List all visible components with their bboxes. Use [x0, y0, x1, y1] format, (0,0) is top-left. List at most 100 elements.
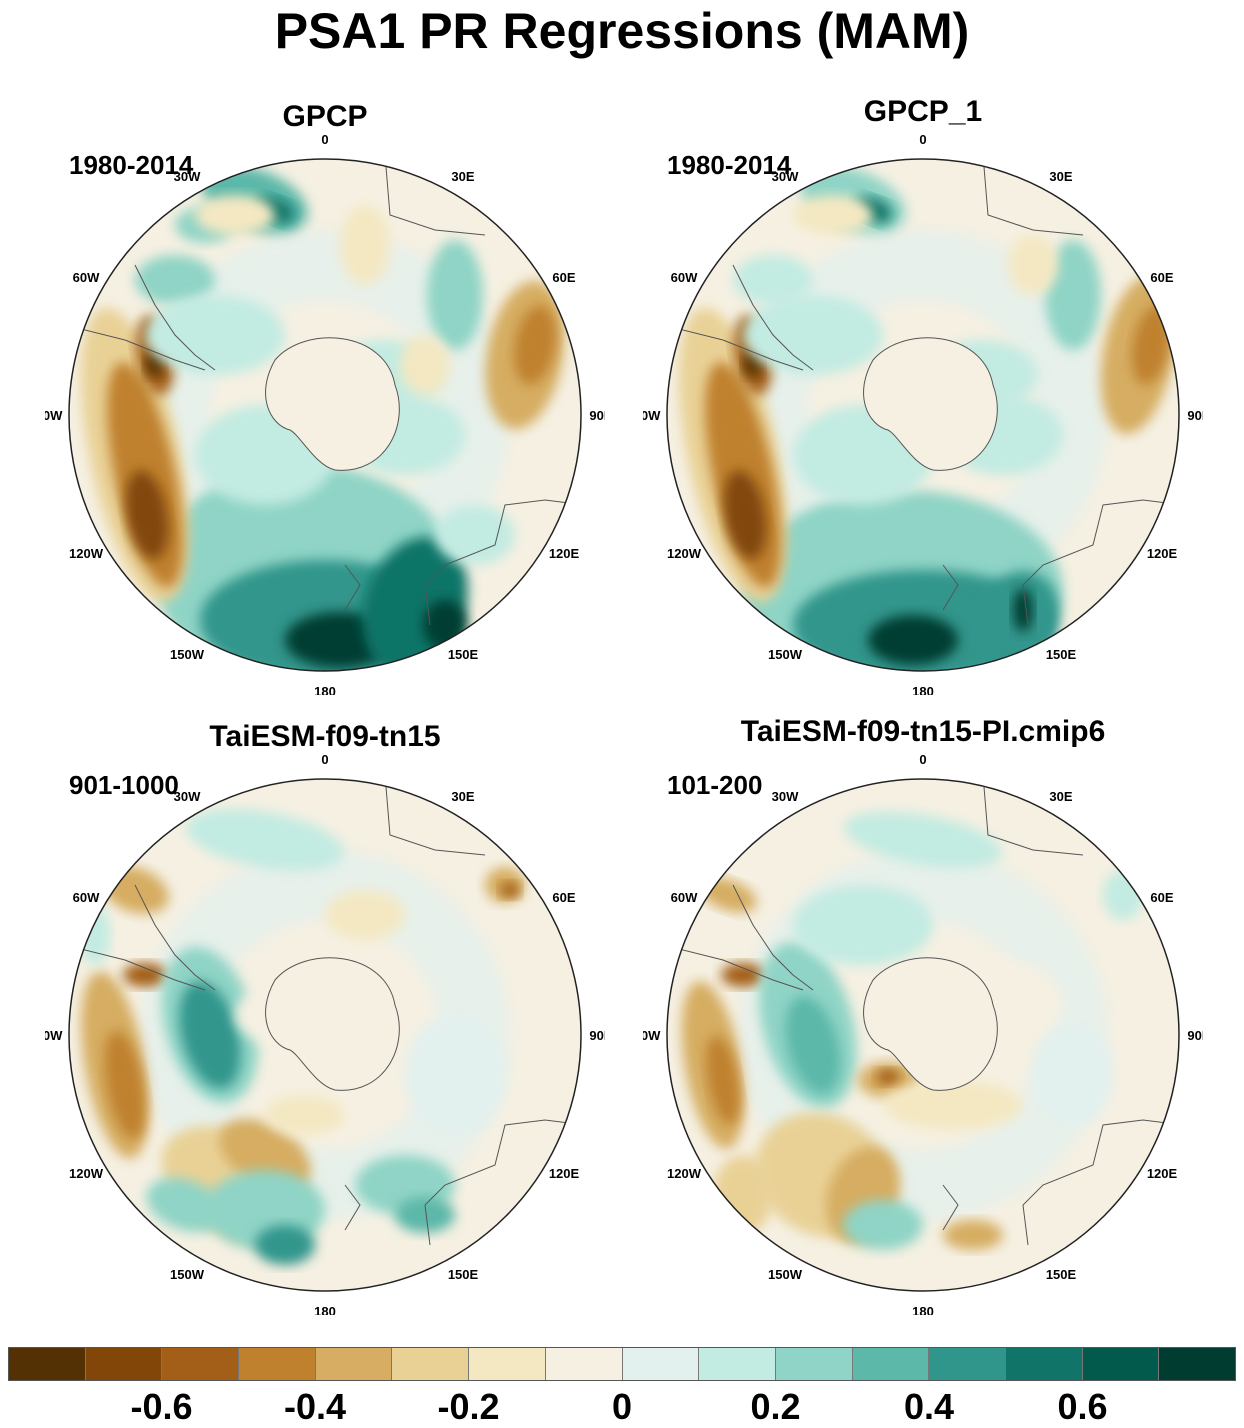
- longitude-label: 120W: [69, 546, 104, 561]
- coastline: [424, 1119, 581, 1246]
- anomaly-blob: [146, 1177, 224, 1233]
- longitude-label: 90W: [643, 1028, 661, 1043]
- panel-taiesm: TaiESM-f09-tn15 901-1000 0 30E 60E 90E 120E 1…: [45, 715, 605, 1315]
- colorbar-box: [929, 1348, 1006, 1380]
- colorbar: [8, 1347, 1236, 1381]
- colorbar-tick-label: -0.4: [283, 1386, 347, 1427]
- anomaly-blob: [743, 295, 883, 375]
- anomaly-blob: [255, 1225, 315, 1265]
- map-field: [69, 779, 581, 1291]
- coastline: [982, 159, 1084, 236]
- polar-map: 0 30E 60E 90E 120E 150E 180 150W 120W 90W 60W 30W: [45, 752, 605, 1315]
- coastline: [344, 564, 361, 611]
- longitude-label: 120W: [667, 546, 702, 561]
- longitude-label: 30W: [772, 789, 799, 804]
- panel-period: 101-200: [667, 770, 763, 800]
- map-field: [69, 159, 581, 671]
- anomaly-blob: [340, 205, 390, 285]
- colorbar-box: [85, 1348, 163, 1380]
- anomaly-blob: [793, 885, 933, 965]
- longitude-label: 30E: [451, 789, 474, 804]
- longitude-label: 150W: [768, 647, 803, 662]
- anomaly-blob: [427, 240, 483, 350]
- anomaly-blob: [943, 1220, 1003, 1250]
- coastline: [942, 1184, 959, 1231]
- coastline: [667, 944, 804, 991]
- colorbar-tick-label: -0.6: [130, 1386, 193, 1427]
- anomaly-blob: [80, 905, 110, 965]
- longitude-label: 150E: [448, 1267, 479, 1282]
- anomaly-blob: [733, 255, 813, 305]
- main-title: PSA1 PR Regressions (MAM): [274, 3, 970, 59]
- colorbar-box: [775, 1348, 853, 1380]
- coastline: [667, 324, 804, 371]
- coastline: [69, 944, 206, 991]
- longitude-label: 150W: [170, 647, 205, 662]
- colorbar-tick-label: -0.2: [437, 1386, 500, 1427]
- anomaly-blob: [400, 335, 450, 395]
- coastline: [384, 159, 486, 236]
- longitude-label: 30W: [174, 169, 201, 184]
- longitude-label: 60W: [671, 890, 698, 905]
- polar-map: 0 30E 60E 90E 120E 150E 180 150W 120W 90W 60W 30W: [45, 132, 605, 695]
- longitude-label: 0: [919, 132, 926, 147]
- longitude-label: 60W: [671, 270, 698, 285]
- antarctica-outline: [265, 957, 400, 1091]
- antarctica-outline: [265, 337, 400, 471]
- colorbar-box: [162, 1348, 240, 1380]
- colorbar-box: [9, 1348, 86, 1380]
- coastline: [942, 564, 959, 611]
- coastline: [134, 884, 216, 991]
- longitude-label: 150W: [768, 1267, 803, 1282]
- anomaly-blob: [1045, 240, 1101, 350]
- panel-gpcp-1: GPCP_1 1980-2014 0 30E 60E 90E 120E 150E 180 15…: [643, 95, 1203, 695]
- longitude-label: 90E: [589, 408, 605, 423]
- longitude-label: 120E: [549, 1166, 580, 1181]
- colorbar-box: [1082, 1348, 1160, 1380]
- anomaly-blob: [876, 1069, 900, 1085]
- anomaly-blob: [1013, 588, 1033, 632]
- anomaly-blob: [883, 1080, 1023, 1130]
- anomaly-blob: [793, 195, 873, 235]
- coastline: [732, 264, 814, 371]
- colorbar-box: [239, 1348, 316, 1380]
- coastline: [1022, 1119, 1179, 1246]
- longitude-label: 120W: [69, 1166, 104, 1181]
- colorbar-tick-label: 0: [611, 1386, 633, 1427]
- panel-period: 901-1000: [69, 770, 179, 800]
- antarctica-outline: [863, 337, 998, 471]
- panel-period: 1980-2014: [69, 150, 194, 180]
- panel-period: 1980-2014: [667, 150, 792, 180]
- longitude-label: 90E: [1187, 408, 1203, 423]
- anomaly-blob: [713, 1155, 773, 1235]
- coastline: [982, 779, 1084, 856]
- longitude-label: 90W: [45, 408, 63, 423]
- longitude-label: 90E: [589, 1028, 605, 1043]
- panel-title: GPCP_1: [863, 95, 983, 128]
- longitude-label: 30E: [1049, 169, 1072, 184]
- longitude-label: 0: [919, 752, 926, 767]
- map-border: [666, 778, 1180, 1292]
- anomaly-blob: [1033, 1025, 1113, 1125]
- coastline: [424, 499, 581, 626]
- coastline: [384, 779, 486, 856]
- longitude-label: 120E: [549, 546, 580, 561]
- anomaly-blob: [1008, 235, 1058, 295]
- polar-map: 0 30E 60E 90E 120E 150E 180 150W 120W 90W 60W 30W: [643, 132, 1203, 695]
- anomaly-blob: [723, 470, 767, 560]
- longitude-label: 60E: [552, 270, 575, 285]
- colorbar-box: [1159, 1348, 1235, 1380]
- longitude-label: 180: [314, 1304, 336, 1315]
- anomaly-blob: [721, 963, 765, 987]
- longitude-label: 180: [912, 1304, 934, 1315]
- colorbar-box: [1005, 1348, 1083, 1380]
- longitude-label: 120W: [667, 1166, 702, 1181]
- panel-title: GPCP: [282, 100, 368, 133]
- panel-title: TaiESM-f09-tn15-PI.cmip6: [740, 715, 1106, 748]
- anomaly-blob: [123, 963, 167, 987]
- coastline: [344, 1184, 361, 1231]
- longitude-label: 30E: [451, 169, 474, 184]
- anomaly-blob: [868, 615, 958, 665]
- longitude-label: 30W: [772, 169, 799, 184]
- map-border: [68, 778, 582, 1292]
